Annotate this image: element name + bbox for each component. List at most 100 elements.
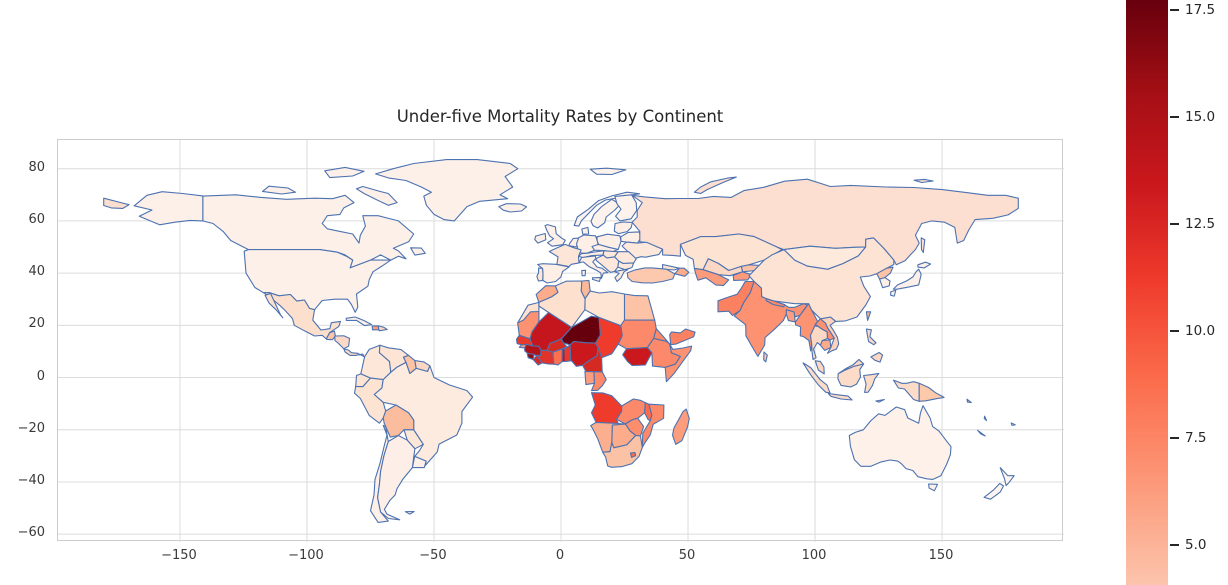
country-peru	[353, 377, 387, 424]
country-lesotho	[629, 451, 637, 458]
y-tick-label: −20	[17, 420, 45, 436]
country-belarus	[620, 231, 642, 244]
country-mozambique	[641, 403, 665, 449]
country-iceland	[498, 203, 528, 213]
world-choropleth-map	[58, 140, 1064, 542]
country-baltics	[613, 221, 633, 235]
country-russia-chukotka-west-of-dateline	[103, 197, 130, 209]
country-mongolia	[783, 245, 867, 270]
country-bulgaria	[617, 260, 635, 271]
country-philippines-luzon	[865, 328, 877, 346]
country-taiwan	[865, 311, 872, 321]
country-costa-rica-panama	[343, 348, 365, 358]
country-gabon	[584, 370, 596, 386]
country-greenland	[375, 159, 519, 222]
country-georgia	[662, 263, 680, 271]
country-south-africa	[602, 434, 643, 468]
colorbar-tick-label: 12.5	[1185, 215, 1216, 232]
country-egypt	[623, 293, 656, 321]
country-malaysia-borneo	[838, 358, 865, 374]
y-tick-label: 60	[28, 211, 45, 227]
colorbar-tick	[1170, 115, 1179, 118]
colorbar-tick-label: 7.5	[1185, 429, 1207, 446]
country-baffin-island	[355, 185, 398, 206]
country-somalia	[664, 343, 693, 383]
country-united-kingdom	[544, 224, 566, 247]
country-newfoundland	[410, 247, 426, 256]
country-sicily	[591, 277, 602, 283]
country-indonesia-west-papua	[892, 379, 920, 402]
country-germany	[575, 234, 599, 254]
y-tick-label: −60	[17, 525, 45, 541]
colorbar-tick-label: 17.5	[1185, 1, 1216, 18]
country-bangladesh	[785, 309, 796, 323]
country-poland	[596, 233, 622, 250]
x-tick-label: −50	[419, 548, 447, 563]
country-new-caledonia	[977, 429, 986, 437]
country-victoria-island	[261, 185, 297, 195]
y-tick-label: 80	[28, 159, 45, 175]
country-solomon-islands	[966, 398, 972, 404]
y-tick-label: 40	[28, 264, 45, 280]
country-dominican-republic	[377, 325, 388, 332]
country-cuba	[345, 316, 373, 327]
x-tick-label: 100	[801, 548, 827, 563]
colorbar-tick-label: 10.0	[1185, 322, 1216, 339]
colorbar-tick	[1170, 543, 1179, 546]
country-south-sudan	[622, 346, 653, 367]
country-france	[548, 243, 582, 268]
x-tick-label: 50	[678, 548, 696, 563]
colorbar-tick	[1170, 329, 1179, 332]
country-paraguay	[403, 429, 424, 450]
country-new-zealand-south	[983, 482, 1005, 500]
country-finland	[614, 194, 638, 222]
country-portugal	[536, 267, 544, 282]
country-yemen	[669, 328, 696, 346]
country-greece	[613, 269, 629, 283]
x-tick-label: −150	[161, 548, 197, 563]
country-malaysia-peninsula	[814, 360, 825, 375]
country-south-korea	[879, 277, 891, 289]
country-new-siberian-islands	[913, 178, 934, 184]
country-japan-hokkaido	[917, 261, 932, 269]
colorbar-gradient	[1126, 0, 1168, 585]
country-ellesmere-island	[324, 166, 365, 179]
country-chad	[594, 316, 623, 359]
colorbar-tick-label: 5.0	[1185, 536, 1207, 553]
y-tick-label: 0	[36, 368, 45, 384]
chart-title: Under-five Mortality Rates by Continent	[396, 107, 724, 126]
country-vietnam	[819, 316, 840, 354]
colorbar-tick	[1170, 436, 1179, 439]
country-japan-kyushu	[890, 289, 897, 297]
country-new-zealand-north	[999, 467, 1015, 487]
country-australia	[848, 405, 952, 480]
country-sri-lanka	[763, 351, 768, 363]
country-japan-honshu	[892, 268, 922, 290]
country-svalbard	[589, 167, 627, 176]
country-sierra-leone	[526, 352, 535, 361]
country-mexico	[262, 292, 342, 340]
country-ireland	[534, 232, 547, 244]
country-fiji	[1010, 422, 1016, 426]
country-argentina	[377, 434, 416, 521]
country-honduras-nicaragua	[334, 335, 351, 350]
country-italy	[578, 255, 609, 279]
country-philippines-mindanao	[870, 351, 884, 363]
country-turkmenistan	[693, 267, 730, 286]
x-tick-label: 0	[555, 548, 565, 563]
map-plot-area	[57, 139, 1064, 542]
country-indonesia-sumatra	[802, 362, 831, 394]
country-madagascar	[671, 408, 690, 445]
colorbar-tick	[1170, 8, 1179, 11]
country-indonesia-sulawesi	[863, 372, 880, 393]
country-falkland-islands	[404, 510, 415, 515]
colorbar-tick	[1170, 222, 1179, 225]
colorbar-tick-label: 15.0	[1185, 108, 1216, 125]
country-novaya-zemlya	[693, 176, 737, 195]
y-tick-label: −40	[17, 472, 45, 488]
country-papua-new-guinea	[918, 382, 945, 402]
country-russia	[631, 178, 1019, 266]
country-sakhalin	[920, 237, 926, 254]
country-vanuatu	[983, 415, 988, 422]
